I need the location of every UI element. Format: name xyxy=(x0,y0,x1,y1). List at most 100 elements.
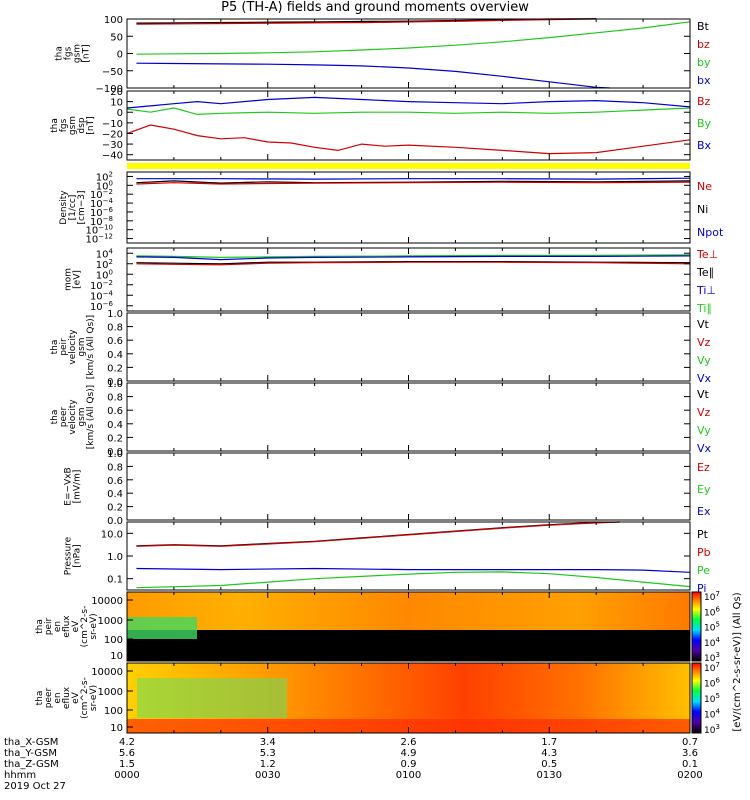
series-bz-line xyxy=(136,18,597,25)
series-ti-line xyxy=(136,254,691,259)
y-tick-label: 0.0 xyxy=(107,447,123,458)
y-axis-label: [nT] xyxy=(82,44,92,62)
panel-6: 1.0 0.8 0.6 0.4 0.2 0.0 Vt Vz Vy Vx tha peer velocit… xyxy=(50,379,712,458)
series-by-line xyxy=(136,21,691,55)
y-axis-label: gsm xyxy=(77,407,87,426)
series-pb-line xyxy=(136,521,620,547)
colorbar-scale xyxy=(691,662,702,734)
y-tick-label: 0 xyxy=(117,50,123,61)
legend-ez: Ez xyxy=(697,461,710,474)
legend-te: Te⊥ xyxy=(696,248,718,261)
x-row-value: 5.6 xyxy=(119,748,135,759)
y-tick-label: 100 xyxy=(104,706,123,717)
y-tick-label: −100 xyxy=(96,84,123,95)
legend-ti: Ti⊥ xyxy=(696,284,716,297)
y-axis-label: [cm−3] xyxy=(77,190,87,224)
y-axis-label: [nT] xyxy=(86,116,96,134)
x-row-value: 0.1 xyxy=(682,759,698,770)
legend-bx: bx xyxy=(697,74,711,87)
legend-pi: Pi xyxy=(697,582,706,595)
x-row-value: 1.5 xyxy=(119,759,135,770)
y-tick-label: 0.6 xyxy=(107,406,123,417)
y-axis-label: mom xyxy=(64,268,74,291)
y-axis-label: Pressure xyxy=(64,536,74,575)
y-tick-label: −20 xyxy=(102,129,123,140)
x-row-name: hhmm xyxy=(4,770,36,781)
y-axis-label: E=−VxB xyxy=(64,467,74,505)
colorbar-scale xyxy=(691,591,702,662)
colorbar-tick-label: 104 xyxy=(704,636,720,649)
y-axis-label: fgs xyxy=(64,46,74,60)
legend-ex: Ex xyxy=(697,505,711,518)
x-row-value: 0130 xyxy=(537,770,562,781)
y-axis-label: [eV] xyxy=(73,270,83,289)
panel-frame xyxy=(126,312,691,382)
y-tick-label: 10−12 xyxy=(85,233,113,246)
y-axis-label: [km/s (All Qs)] xyxy=(86,385,96,449)
y-tick-label: 1.0 xyxy=(107,309,123,320)
y-axis-label: gsm xyxy=(73,44,83,63)
legend-ne: Ne xyxy=(697,180,712,193)
x-row-value: 2.6 xyxy=(401,737,417,748)
y-tick-label: 10 xyxy=(110,651,123,662)
y-axis-label: dsp xyxy=(77,117,87,133)
legend-ti: Ti∥ xyxy=(696,302,712,315)
colorbar-label: [eV/(cm^2-s-sr-eV)] (All Qs) xyxy=(732,592,743,731)
y-axis-label: gsm xyxy=(68,116,78,135)
colorbar-tick-label: 105 xyxy=(704,621,720,634)
panel-frame xyxy=(126,521,691,591)
x-row-name: tha_X-GSM xyxy=(4,737,58,748)
y-tick-label: 0.4 xyxy=(107,489,123,500)
y-axis-label: peir xyxy=(59,338,69,356)
y-tick-label: 0.8 xyxy=(107,323,123,334)
legend-bz: bz xyxy=(697,38,710,51)
y-axis-label: velocity xyxy=(68,399,78,435)
y-axis-label: en xyxy=(53,692,63,703)
y-tick-label: 0.2 xyxy=(107,363,123,374)
colorbar-tick-label: 106 xyxy=(704,605,720,618)
legend-bt: Bt xyxy=(697,20,710,33)
y-tick-label: 0.4 xyxy=(107,420,123,431)
y-tick-label: 0.8 xyxy=(107,393,123,404)
x-row-value: 0000 xyxy=(114,770,139,781)
panel-8: 10.0 1.0 0.1 Pt Pb Pe Pi Pressure [nPa] xyxy=(64,521,711,595)
y-axis-label: tha xyxy=(50,410,60,425)
y-tick-label: 100 xyxy=(104,635,123,646)
y-tick-label: 0.1 xyxy=(107,575,123,586)
legend-by: By xyxy=(697,117,712,130)
y-axis-label: tha xyxy=(35,619,45,634)
y-tick-label: −50 xyxy=(102,67,123,78)
y-axis-label: gsm xyxy=(77,337,87,356)
y-tick-label: −30 xyxy=(102,140,123,151)
y-axis-label: [nPa] xyxy=(73,544,83,567)
y-tick-label: 100 xyxy=(104,15,123,26)
panel-9: 10000 1000 100 10 tha peir en eflux eV (cm^2-s-sr… xyxy=(35,591,691,662)
x-row-value: 0.5 xyxy=(541,759,557,770)
legend-vt: Vt xyxy=(697,318,710,331)
series-bx-line xyxy=(126,96,691,109)
y-tick-label: 10000 xyxy=(91,667,123,678)
legend-bz: Bz xyxy=(697,95,711,108)
y-axis-label: eV xyxy=(71,620,81,633)
legend-pe: Pe xyxy=(697,564,710,577)
legend-vy: Vy xyxy=(697,424,711,437)
y-axis-label: eflux xyxy=(62,615,72,638)
legend-ni: Ni xyxy=(697,203,708,216)
x-row-value: 0100 xyxy=(396,770,421,781)
series-by-line xyxy=(126,107,691,116)
y-tick-label: 0.4 xyxy=(107,350,123,361)
legend-vt: Vt xyxy=(697,388,710,401)
y-axis-label: [mV/m] xyxy=(73,470,83,504)
x-row-name: tha_Y-GSM xyxy=(4,748,57,759)
y-axis-label: (cm^2-s- xyxy=(80,606,90,648)
legend-bx: Bx xyxy=(697,139,712,152)
legend-vz: Vz xyxy=(697,406,711,419)
y-axis-label: fgs xyxy=(59,118,69,132)
colorbar-tick-label: 104 xyxy=(704,708,720,721)
spectrogram-low-flux xyxy=(127,617,197,639)
series-ne-line xyxy=(136,181,691,185)
legend-vz: Vz xyxy=(697,336,711,349)
x-row-value: 4.9 xyxy=(401,748,417,759)
y-tick-label: 0.0 xyxy=(107,377,123,388)
